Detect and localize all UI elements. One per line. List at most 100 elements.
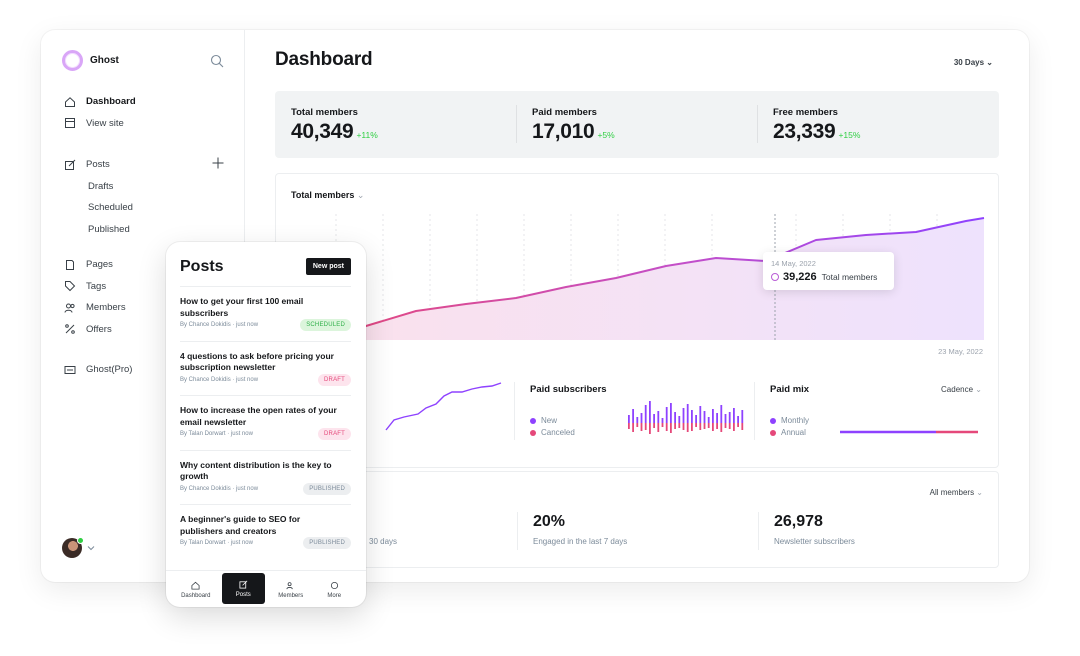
- legend-dot-icon: [770, 417, 776, 424]
- user-menu[interactable]: [62, 537, 95, 558]
- post-list-item[interactable]: How to increase the open rates of your e…: [180, 395, 351, 450]
- chevron-down-icon: ⌄: [986, 58, 993, 67]
- bar-canceled: [733, 423, 735, 431]
- legend-dot-icon: [530, 429, 536, 436]
- stat-value: 23,339: [773, 120, 836, 143]
- post-list-item[interactable]: Why content distribution is the key to g…: [180, 449, 351, 505]
- sidebar-item-label: Published: [88, 223, 130, 235]
- members-line-chart[interactable]: [276, 174, 1000, 469]
- bar-new: [712, 409, 714, 423]
- chevron-down-icon: ⌄: [356, 190, 365, 200]
- bar-new: [691, 410, 693, 423]
- chevron-down-icon: ⌄: [975, 385, 982, 394]
- bar-new: [737, 416, 739, 423]
- sidebar-item-pages[interactable]: Pages: [64, 254, 126, 276]
- stat-change: +11%: [356, 130, 378, 140]
- bar-new: [720, 405, 723, 423]
- post-meta: By Talan Dorwart · just now: [180, 431, 253, 437]
- date-range-label: 30 Days: [953, 58, 985, 67]
- bar-new: [640, 413, 643, 423]
- ghost-logo-icon: [62, 50, 83, 71]
- paid-subscribers-line: [385, 382, 502, 431]
- sidebar-item-drafts[interactable]: Drafts: [64, 176, 133, 198]
- bar-new: [716, 413, 718, 423]
- sidebar-item-label: View site: [86, 117, 124, 129]
- bar-new: [665, 407, 668, 423]
- tab-members[interactable]: Members: [269, 573, 313, 607]
- stat-value: 40,349: [291, 120, 354, 143]
- sidebar-item-ghost-pro[interactable]: Ghost(Pro): [64, 359, 132, 381]
- members-filter-label: All members: [929, 488, 975, 497]
- sidebar-item-posts[interactable]: Posts: [64, 154, 133, 176]
- divider: [516, 105, 517, 143]
- add-post-icon[interactable]: [212, 157, 224, 169]
- bar-canceled: [691, 423, 693, 431]
- post-meta: By Talan Dorwart · just now: [180, 540, 253, 546]
- chart-end-date: 23 May, 2022: [938, 347, 983, 356]
- sidebar-item-offers[interactable]: Offers: [64, 319, 126, 341]
- more-icon: [330, 581, 338, 590]
- post-list-item[interactable]: 4 questions to ask before pricing your s…: [180, 340, 351, 396]
- sidebar-item-published[interactable]: Published: [64, 219, 133, 241]
- post-list-item[interactable]: How to get your first 100 email subscrib…: [180, 286, 351, 341]
- legend-dot-icon: [770, 429, 776, 436]
- stat-value: 17,010: [532, 120, 595, 143]
- members-icon: [64, 303, 75, 313]
- new-post-button[interactable]: New post: [305, 258, 351, 275]
- bar-new: [682, 408, 685, 423]
- date-range-select[interactable]: 30 Days ⌄: [954, 58, 993, 67]
- bar-canceled: [716, 423, 718, 429]
- bar-new: [703, 411, 706, 423]
- tab-label: Dashboard: [181, 593, 211, 599]
- chart-title[interactable]: Total members ⌄: [291, 190, 364, 201]
- paid-subscribers-title: Paid subscribers: [530, 384, 607, 395]
- sidebar-item-label: Members: [86, 302, 126, 314]
- tooltip-label: Total members: [821, 272, 878, 282]
- sidebar-item-members[interactable]: Members: [64, 297, 126, 319]
- brand[interactable]: Ghost: [62, 50, 119, 71]
- legend-monthly: Monthly: [770, 416, 809, 425]
- members-chart-card: Total members ⌄: [275, 173, 999, 468]
- search-icon[interactable]: [210, 54, 224, 68]
- tab-label: Posts: [235, 591, 251, 598]
- nav-content: Pages Tags Members Offers: [64, 254, 126, 340]
- bar-new: [644, 405, 647, 423]
- tab-dashboard[interactable]: Dashboard: [174, 573, 218, 607]
- status-badge: SCHEDULED: [300, 319, 351, 331]
- bar-canceled: [741, 423, 744, 430]
- bar-new: [733, 408, 735, 423]
- bar-canceled: [695, 423, 697, 427]
- bar-canceled: [682, 423, 685, 430]
- sidebar-item-dashboard[interactable]: Dashboard: [64, 91, 136, 113]
- bar-canceled: [661, 423, 664, 427]
- bar-new: [678, 416, 681, 423]
- members-filter-select[interactable]: All members ⌄: [930, 488, 983, 497]
- tab-more[interactable]: More: [313, 573, 357, 607]
- nav-account: Ghost(Pro): [64, 359, 132, 381]
- cadence-select[interactable]: Cadence ⌄: [941, 385, 982, 394]
- tag-icon: [65, 281, 76, 292]
- chevron-down-icon: ⌄: [976, 488, 983, 497]
- bar-canceled: [674, 423, 676, 429]
- post-title: How to get your first 100 email subscrib…: [180, 296, 304, 318]
- divider: [757, 105, 758, 143]
- bar-new: [686, 404, 689, 423]
- bar-new: [741, 410, 744, 423]
- bar-new: [653, 414, 655, 423]
- sidebar-item-label: Posts: [86, 159, 110, 171]
- tab-posts[interactable]: Posts: [221, 573, 265, 604]
- sidebar-item-scheduled[interactable]: Scheduled: [64, 197, 133, 219]
- legend-label: Monthly: [781, 416, 810, 425]
- bar-new: [674, 412, 676, 423]
- stat-label: Free members: [773, 107, 838, 118]
- sidebar-item-label: Tags: [86, 280, 107, 292]
- home-icon: [65, 96, 75, 107]
- engagement-card: All members ⌄ 30 days 20% Engaged in the…: [275, 471, 999, 568]
- post-list: How to get your first 100 email subscrib…: [180, 286, 351, 559]
- sidebar-item-view-site[interactable]: View site: [64, 113, 136, 135]
- post-list-item[interactable]: A beginner's guide to SEO for publishers…: [180, 504, 351, 559]
- sidebar-item-tags[interactable]: Tags: [64, 276, 126, 298]
- paid-mix-title: Paid mix: [770, 384, 810, 395]
- bar-new: [661, 418, 664, 423]
- bar-canceled: [653, 423, 655, 428]
